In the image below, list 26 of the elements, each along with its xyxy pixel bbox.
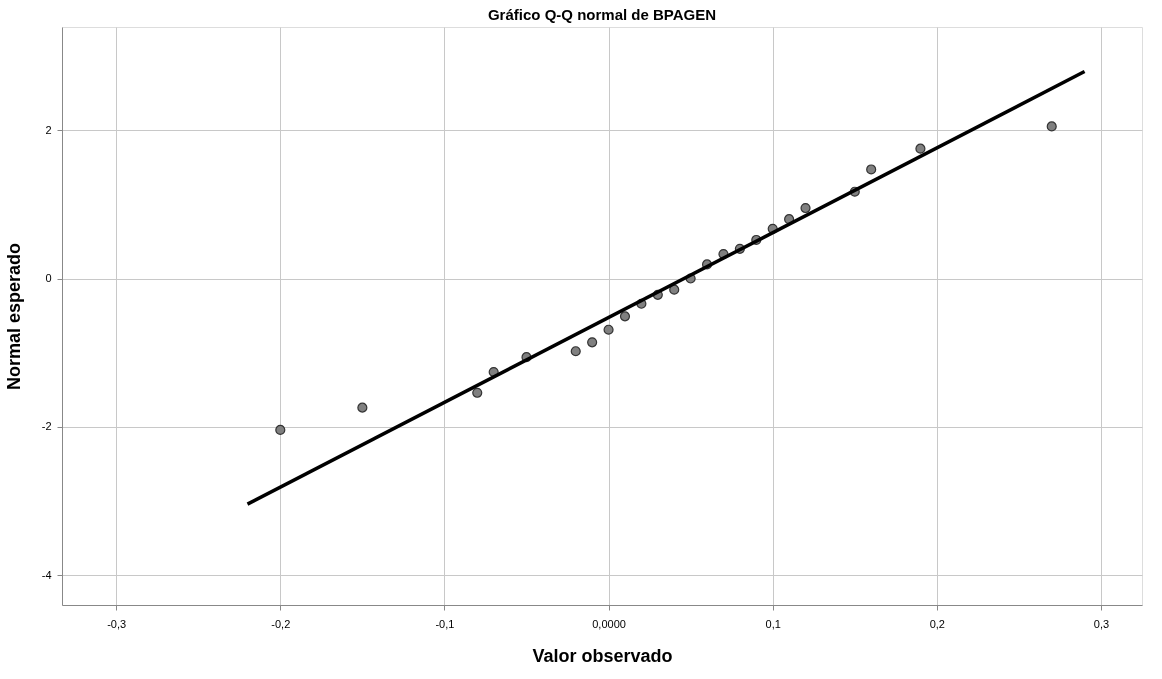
- point: [915, 143, 926, 154]
- chart-title: Gráfico Q-Q normal de BPAGEN: [487, 6, 717, 23]
- point: [570, 346, 581, 357]
- x-tick-label: -0,1: [435, 617, 455, 630]
- x-axis-title: Valor observado: [532, 645, 673, 666]
- point: [357, 402, 368, 413]
- point: [1046, 121, 1057, 132]
- x-tick-label: 0,1: [765, 617, 781, 630]
- x-tick-label: -0,2: [271, 617, 291, 630]
- y-tick-label: -2: [41, 420, 52, 433]
- point: [275, 424, 286, 435]
- point: [587, 337, 598, 348]
- point: [619, 311, 631, 322]
- point: [800, 202, 811, 214]
- point: [669, 284, 680, 295]
- y-tick-label: 0: [45, 272, 52, 285]
- y-tick-label: -4: [41, 568, 52, 581]
- x-tick-label: 0,0000: [592, 617, 626, 630]
- point: [472, 387, 483, 398]
- y-tick-label: 2: [45, 123, 52, 136]
- x-tick-label: -0,3: [107, 617, 127, 630]
- y-axis-title: Normal esperado: [3, 242, 24, 391]
- x-tick-label: 0,3: [1093, 617, 1110, 630]
- point: [603, 324, 614, 335]
- x-tick-label: 0,2: [929, 617, 945, 630]
- point: [866, 164, 877, 175]
